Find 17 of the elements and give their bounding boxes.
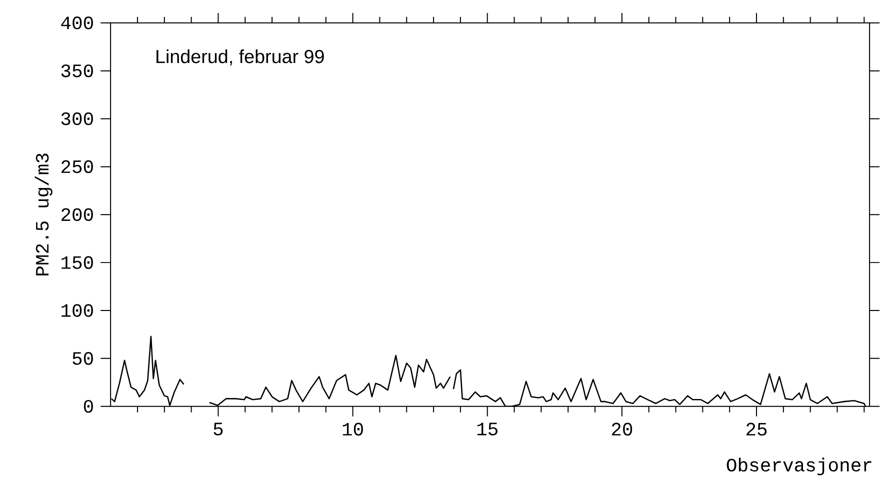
y-tick-label: 350: [61, 64, 93, 78]
y-tick-label: 250: [62, 160, 93, 174]
y-tick-label: 300: [61, 112, 93, 126]
y-tick-label: 400: [61, 16, 93, 30]
y-tick-label: 100: [62, 304, 93, 317]
y-tick-label: 0: [84, 400, 93, 413]
x-axis-title: Observasjoner: [726, 458, 872, 476]
x-tick-label: 25: [746, 422, 767, 436]
x-tick-label: 15: [477, 422, 498, 436]
x-tick-label: 10: [342, 422, 363, 436]
y-tick-label: 150: [62, 256, 93, 269]
y-tick-label: 200: [62, 208, 93, 222]
y-axis-title: PM2.5 ug/m3: [34, 154, 52, 276]
y-tick-label: 50: [72, 352, 93, 365]
x-tick-label: 5: [214, 422, 223, 436]
x-tick-label: 20: [612, 422, 632, 436]
annotation: Linderud, februar 99: [156, 49, 324, 66]
